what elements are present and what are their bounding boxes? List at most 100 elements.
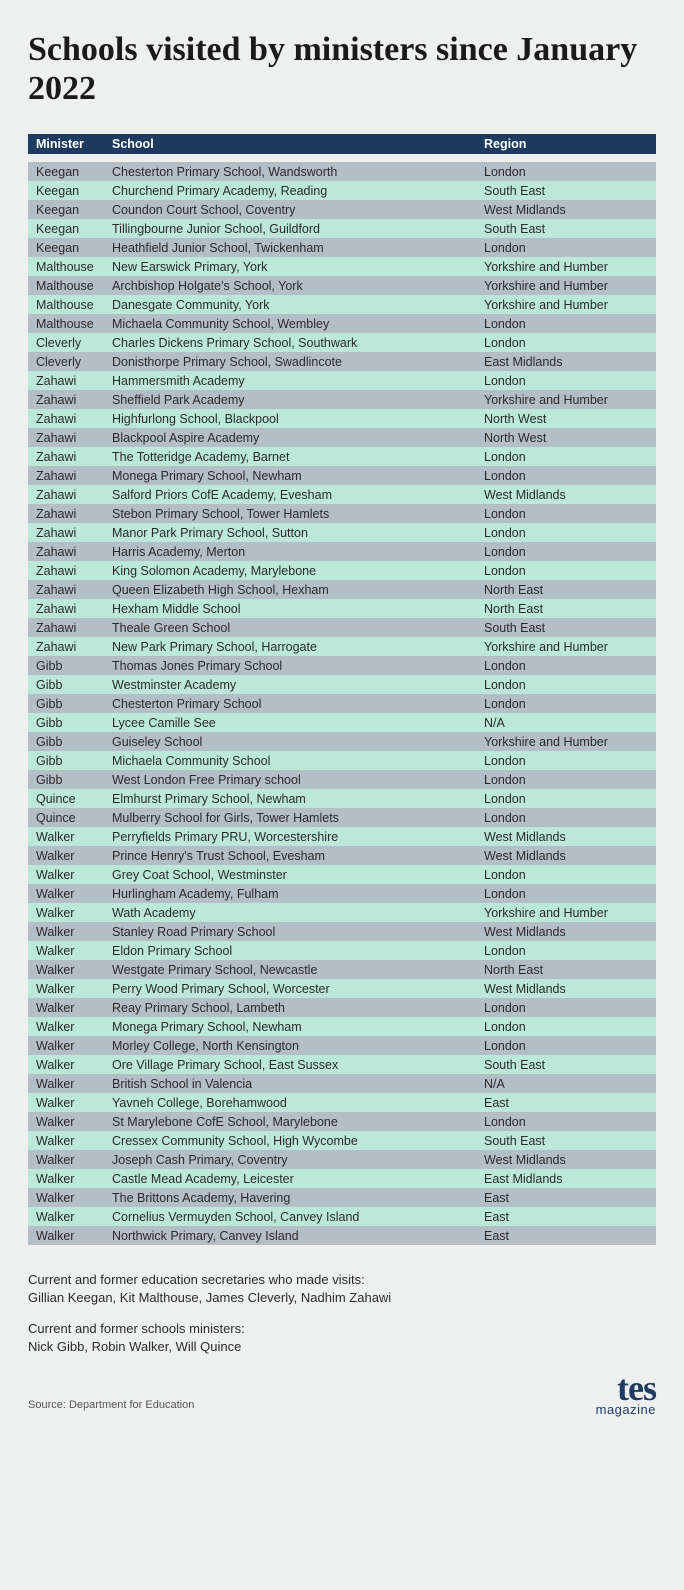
table-cell: London bbox=[476, 523, 656, 542]
visits-table: Minister School Region KeeganChesterton … bbox=[28, 134, 656, 1245]
table-row: GibbWestminster AcademyLondon bbox=[28, 675, 656, 694]
table-cell: Wath Academy bbox=[104, 903, 476, 922]
table-cell: West Midlands bbox=[476, 485, 656, 504]
table-cell: Grey Coat School, Westminster bbox=[104, 865, 476, 884]
table-cell: London bbox=[476, 884, 656, 903]
table-cell: Malthouse bbox=[28, 257, 104, 276]
table-cell: Keegan bbox=[28, 200, 104, 219]
table-cell: East bbox=[476, 1207, 656, 1226]
table-cell: Hammersmith Academy bbox=[104, 371, 476, 390]
source-text: Source: Department for Education bbox=[28, 1399, 194, 1415]
table-cell: London bbox=[476, 314, 656, 333]
table-row: CleverlyCharles Dickens Primary School, … bbox=[28, 333, 656, 352]
table-cell: London bbox=[476, 1017, 656, 1036]
table-cell: Joseph Cash Primary, Coventry bbox=[104, 1150, 476, 1169]
table-row: WalkerMorley College, North KensingtonLo… bbox=[28, 1036, 656, 1055]
table-cell: West Midlands bbox=[476, 1150, 656, 1169]
table-cell: South East bbox=[476, 181, 656, 200]
table-cell: Archbishop Holgate's School, York bbox=[104, 276, 476, 295]
table-row: GibbChesterton Primary SchoolLondon bbox=[28, 694, 656, 713]
table-row: ZahawiHexham Middle SchoolNorth East bbox=[28, 599, 656, 618]
table-cell: London bbox=[476, 162, 656, 181]
table-cell: Ore Village Primary School, East Sussex bbox=[104, 1055, 476, 1074]
table-cell: Gibb bbox=[28, 751, 104, 770]
table-cell: West Midlands bbox=[476, 979, 656, 998]
table-cell: Walker bbox=[28, 1188, 104, 1207]
table-cell: Manor Park Primary School, Sutton bbox=[104, 523, 476, 542]
table-cell: St Marylebone CofE School, Marylebone bbox=[104, 1112, 476, 1131]
table-cell: Yorkshire and Humber bbox=[476, 257, 656, 276]
table-cell: Walker bbox=[28, 1074, 104, 1093]
table-cell: Salford Priors CofE Academy, Evesham bbox=[104, 485, 476, 504]
table-cell: Gibb bbox=[28, 732, 104, 751]
table-cell: Walker bbox=[28, 1150, 104, 1169]
table-cell: British School in Valencia bbox=[104, 1074, 476, 1093]
table-row: ZahawiTheale Green SchoolSouth East bbox=[28, 618, 656, 637]
table-cell: New Park Primary School, Harrogate bbox=[104, 637, 476, 656]
table-cell: Gibb bbox=[28, 675, 104, 694]
footer-ministers-label: Current and former schools ministers: bbox=[28, 1321, 245, 1336]
table-cell: Reay Primary School, Lambeth bbox=[104, 998, 476, 1017]
table-cell: Theale Green School bbox=[104, 618, 476, 637]
table-row: ZahawiStebon Primary School, Tower Hamle… bbox=[28, 504, 656, 523]
table-cell: Yavneh College, Borehamwood bbox=[104, 1093, 476, 1112]
table-cell: West London Free Primary school bbox=[104, 770, 476, 789]
table-cell: Lycee Camille See bbox=[104, 713, 476, 732]
table-row: GibbWest London Free Primary schoolLondo… bbox=[28, 770, 656, 789]
table-row: WalkerStanley Road Primary SchoolWest Mi… bbox=[28, 922, 656, 941]
table-row: ZahawiManor Park Primary School, SuttonL… bbox=[28, 523, 656, 542]
table-row: ZahawiKing Solomon Academy, MaryleboneLo… bbox=[28, 561, 656, 580]
table-cell: Blackpool Aspire Academy bbox=[104, 428, 476, 447]
table-row: KeeganChurchend Primary Academy, Reading… bbox=[28, 181, 656, 200]
table-cell: North East bbox=[476, 599, 656, 618]
table-cell: Morley College, North Kensington bbox=[104, 1036, 476, 1055]
table-cell: Zahawi bbox=[28, 428, 104, 447]
table-row: ZahawiBlackpool Aspire AcademyNorth West bbox=[28, 428, 656, 447]
table-row: WalkerCornelius Vermuyden School, Canvey… bbox=[28, 1207, 656, 1226]
table-cell: East bbox=[476, 1093, 656, 1112]
table-cell: Yorkshire and Humber bbox=[476, 390, 656, 409]
table-row: ZahawiQueen Elizabeth High School, Hexha… bbox=[28, 580, 656, 599]
table-cell: London bbox=[476, 656, 656, 675]
table-cell: Guiseley School bbox=[104, 732, 476, 751]
table-cell: Westgate Primary School, Newcastle bbox=[104, 960, 476, 979]
table-cell: The Brittons Academy, Havering bbox=[104, 1188, 476, 1207]
table-row: GibbGuiseley SchoolYorkshire and Humber bbox=[28, 732, 656, 751]
table-row: ZahawiNew Park Primary School, Harrogate… bbox=[28, 637, 656, 656]
table-cell: London bbox=[476, 694, 656, 713]
table-row: ZahawiHarris Academy, MertonLondon bbox=[28, 542, 656, 561]
table-cell: King Solomon Academy, Marylebone bbox=[104, 561, 476, 580]
table-row: WalkerReay Primary School, LambethLondon bbox=[28, 998, 656, 1017]
footer-secretaries-names: Gillian Keegan, Kit Malthouse, James Cle… bbox=[28, 1290, 391, 1305]
footer-secretaries-label: Current and former education secretaries… bbox=[28, 1272, 365, 1287]
table-cell: Walker bbox=[28, 979, 104, 998]
table-cell: Harris Academy, Merton bbox=[104, 542, 476, 561]
table-cell: Michaela Community School, Wembley bbox=[104, 314, 476, 333]
table-cell: Donisthorpe Primary School, Swadlincote bbox=[104, 352, 476, 371]
table-row: WalkerWath AcademyYorkshire and Humber bbox=[28, 903, 656, 922]
table-cell: Elmhurst Primary School, Newham bbox=[104, 789, 476, 808]
table-cell: East Midlands bbox=[476, 352, 656, 371]
table-cell: Gibb bbox=[28, 770, 104, 789]
table-cell: Keegan bbox=[28, 219, 104, 238]
footer-notes: Current and former education secretaries… bbox=[28, 1271, 656, 1355]
table-cell: Malthouse bbox=[28, 276, 104, 295]
col-header-school: School bbox=[104, 134, 476, 154]
table-cell: Walker bbox=[28, 1112, 104, 1131]
logo-sub: magazine bbox=[596, 1404, 656, 1415]
table-cell: London bbox=[476, 675, 656, 694]
table-cell: Tillingbourne Junior School, Guildford bbox=[104, 219, 476, 238]
table-cell: Zahawi bbox=[28, 371, 104, 390]
table-cell: Yorkshire and Humber bbox=[476, 276, 656, 295]
table-header-row: Minister School Region bbox=[28, 134, 656, 154]
table-cell: Walker bbox=[28, 1055, 104, 1074]
table-row: ZahawiMonega Primary School, NewhamLondo… bbox=[28, 466, 656, 485]
table-row: KeeganChesterton Primary School, Wandswo… bbox=[28, 162, 656, 181]
table-cell: Castle Mead Academy, Leicester bbox=[104, 1169, 476, 1188]
table-cell: West Midlands bbox=[476, 922, 656, 941]
table-cell: London bbox=[476, 789, 656, 808]
table-row: MalthouseDanesgate Community, YorkYorksh… bbox=[28, 295, 656, 314]
table-cell: London bbox=[476, 865, 656, 884]
bottom-row: Source: Department for Education tes mag… bbox=[28, 1373, 656, 1415]
table-row: WalkerWestgate Primary School, Newcastle… bbox=[28, 960, 656, 979]
